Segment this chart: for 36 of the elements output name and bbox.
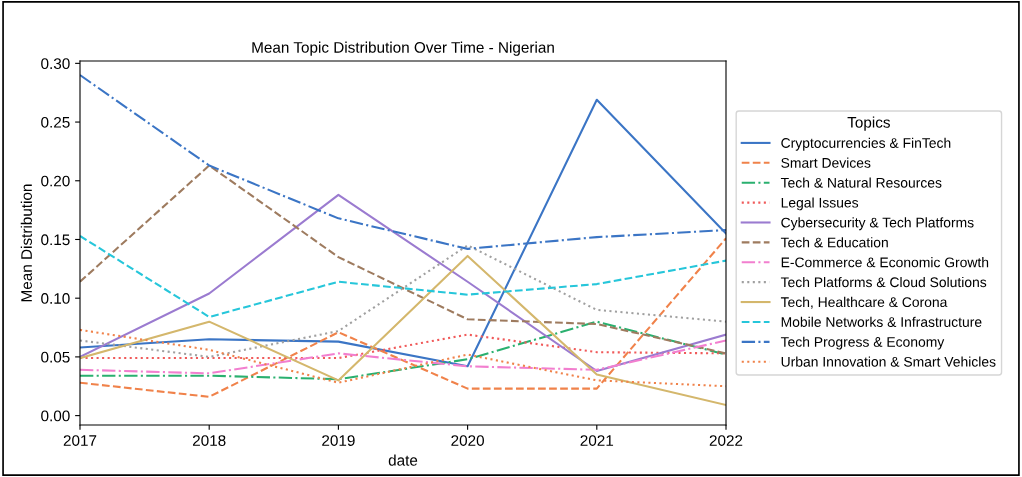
legend-label: Tech & Natural Resources <box>780 177 942 188</box>
legend-label: Mobile Networks & Infrastructure <box>781 316 982 327</box>
x-axis-title: date <box>388 454 418 466</box>
y-axis-title: Mean Distribution <box>20 184 32 302</box>
legend-label: Cryptocurrencies & FinTech <box>781 137 951 151</box>
line-series <box>80 164 726 355</box>
legend-label: E-Commerce & Economic Growth <box>781 257 989 268</box>
y-tick-label: 0.25 <box>41 116 70 128</box>
x-tick-label: 2020 <box>451 435 484 446</box>
line-series <box>80 339 726 375</box>
legend-label: Tech, Healthcare & Corona <box>780 296 948 309</box>
y-tick-label: 0.15 <box>41 234 70 246</box>
legend-label: Tech & Education <box>780 237 888 248</box>
line-series <box>80 193 726 373</box>
y-tick-label: 0.00 <box>41 410 70 422</box>
legend-label: Cybersecurity & Tech Platforms <box>781 217 974 231</box>
line-series <box>80 320 726 381</box>
x-tick-label: 2018 <box>192 435 226 446</box>
x-tick-label: 2022 <box>709 435 743 446</box>
line-series <box>80 234 726 319</box>
chart-title: Mean Topic Distribution Over Time - Nigerian <box>252 41 554 56</box>
x-tick-label: 2019 <box>322 435 355 446</box>
legend-label: Tech Platforms & Cloud Solutions <box>780 276 987 288</box>
x-tick-label: 2017 <box>63 435 97 446</box>
legend-title: Topics <box>847 116 890 131</box>
y-tick-label: 0.10 <box>41 293 70 304</box>
legend-label: Legal Issues <box>781 197 859 211</box>
y-tick-label: 0.30 <box>41 58 70 70</box>
y-tick-label: 0.05 <box>41 351 70 363</box>
y-tick-label: 0.20 <box>41 175 70 187</box>
legend-label: Tech Progress & Economy <box>780 336 945 350</box>
line-series <box>80 254 726 407</box>
line-series <box>80 237 726 398</box>
legend-label: Urban Innovation & Smart Vehicles <box>781 356 996 367</box>
x-tick-label: 2021 <box>580 435 614 446</box>
legend-label: Smart Devices <box>781 157 871 168</box>
